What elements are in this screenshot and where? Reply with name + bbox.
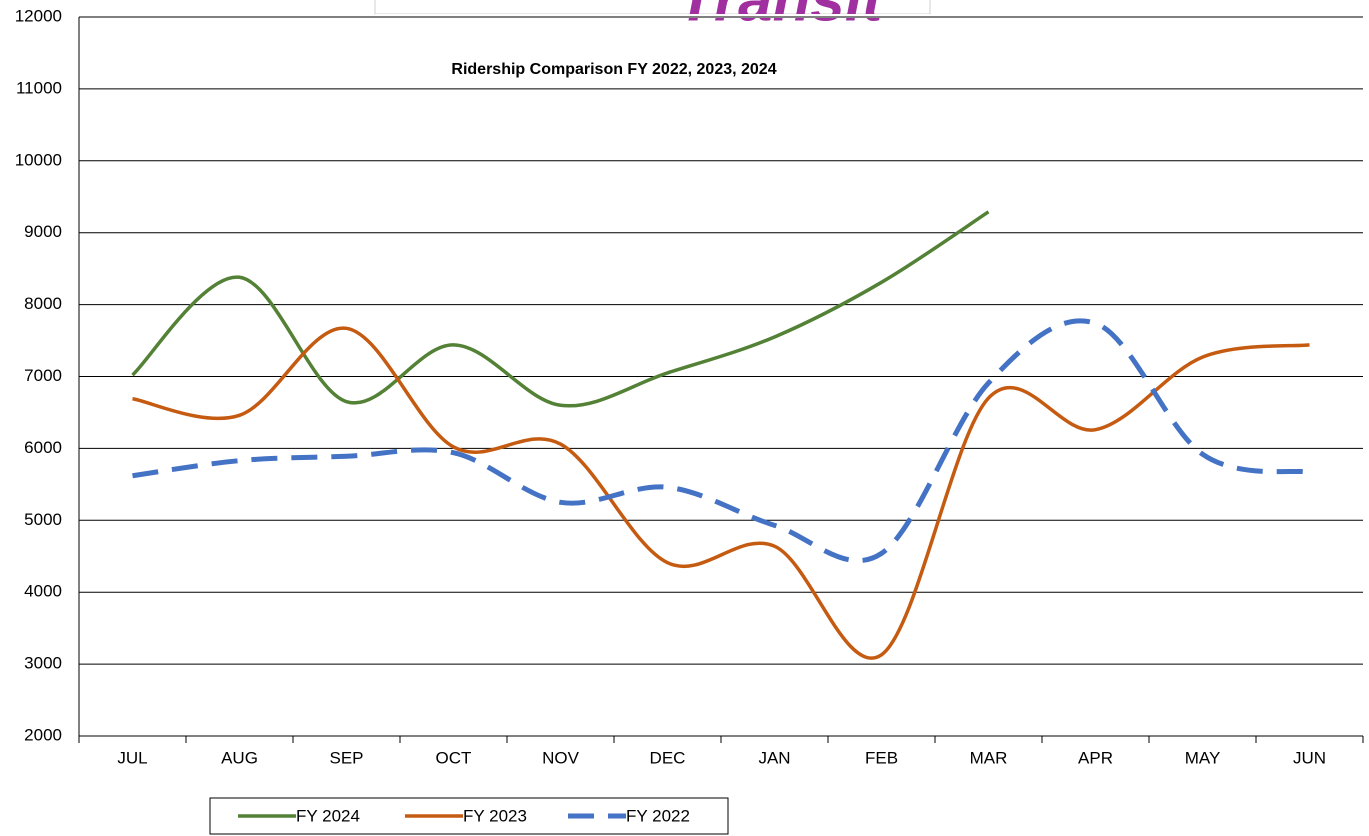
chart-title: Ridership Comparison FY 2022, 2023, 2024 <box>451 61 776 78</box>
x-tick-label: JAN <box>758 748 790 767</box>
y-tick-label: 10000 <box>15 150 62 169</box>
x-tick-label: OCT <box>436 748 472 767</box>
logo-mask <box>375 14 930 18</box>
x-tick-label: MAR <box>970 748 1008 767</box>
series-line <box>131 210 990 408</box>
y-tick-label: 11000 <box>16 78 62 97</box>
x-tick-label: FEB <box>865 748 898 767</box>
x-tick-label: AUG <box>221 748 258 767</box>
y-tick-label: 3000 <box>24 654 62 673</box>
y-tick-label: 2000 <box>24 725 62 744</box>
y-tick-label: 5000 <box>24 510 62 529</box>
y-tick-label: 8000 <box>24 294 62 313</box>
y-tick-label: 9000 <box>24 222 62 241</box>
y-tick-label: 12000 <box>15 6 62 25</box>
x-tick-label: SEP <box>329 748 363 767</box>
y-tick-label: 7000 <box>24 366 62 385</box>
x-tick-label: APR <box>1078 748 1113 767</box>
x-tick-label: JUN <box>1293 748 1326 767</box>
legend-label: FY 2022 <box>626 806 690 825</box>
legend-label: FY 2024 <box>296 806 360 825</box>
series-line <box>132 326 1310 660</box>
x-tick-label: MAY <box>1185 748 1221 767</box>
x-tick-label: JUL <box>117 748 147 767</box>
legend-label: FY 2023 <box>463 806 527 825</box>
legend-box <box>209 797 729 835</box>
y-tick-label: 6000 <box>24 438 62 457</box>
series-line <box>132 318 1310 564</box>
x-tick-label: DEC <box>650 748 686 767</box>
x-tick-label: NOV <box>542 748 580 767</box>
y-tick-label: 4000 <box>24 582 62 601</box>
